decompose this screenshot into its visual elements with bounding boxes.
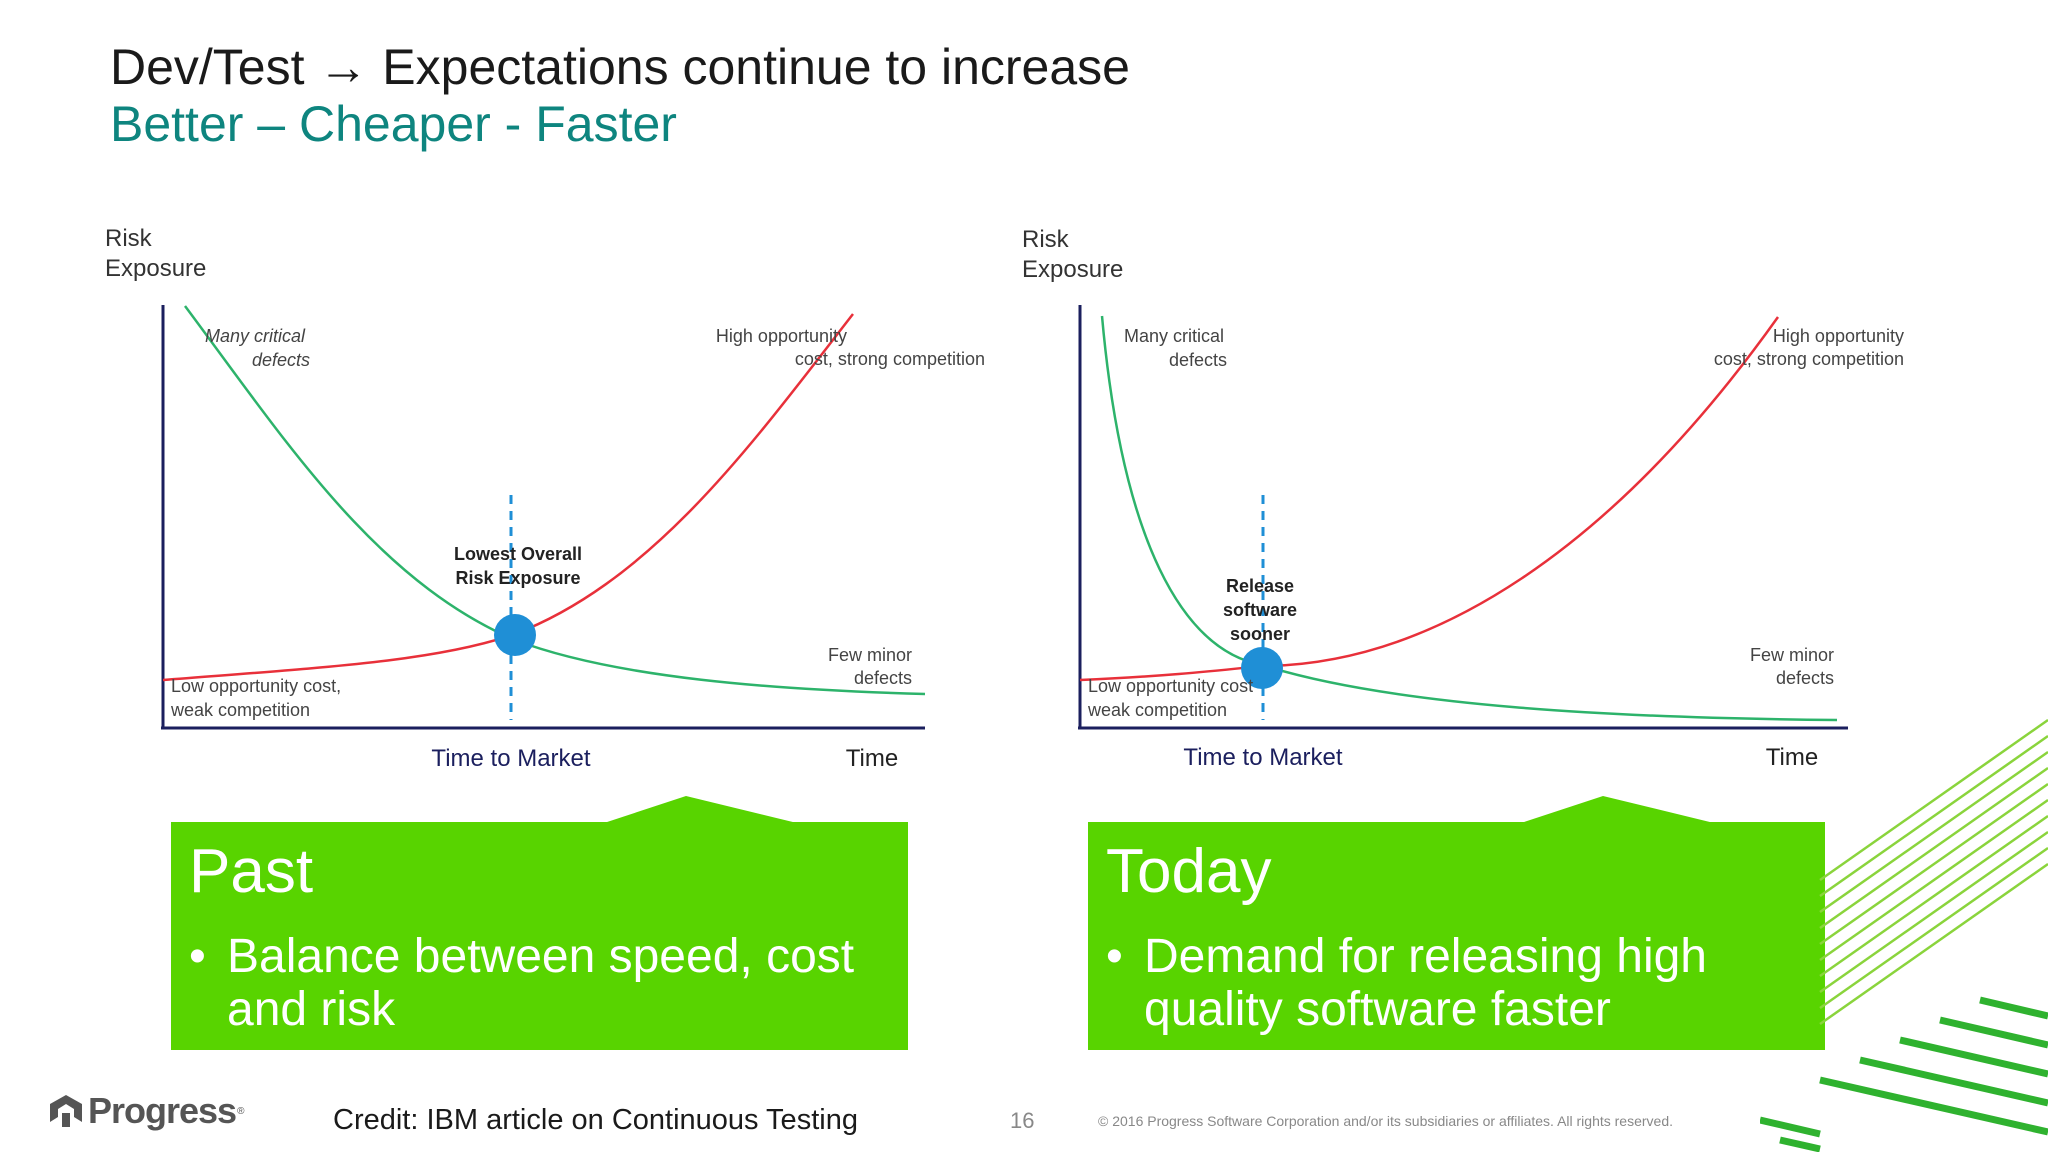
callout-today-title: Today <box>1106 837 1272 906</box>
annotation-center-2: software <box>1223 600 1297 620</box>
copyright-text: © 2016 Progress Software Corporation and… <box>1098 1113 1673 1129</box>
callout-past-bullet: • Balance between speed, cost and risk <box>189 930 887 1036</box>
bullet-dot: • <box>1106 930 1123 983</box>
annotation-few-minor-2: defects <box>854 668 912 688</box>
y-axis-label-line1: Risk <box>105 225 153 252</box>
callout-pointer <box>601 796 801 824</box>
annotation-high-opportunity-2: cost, strong competition <box>1714 349 1904 369</box>
progress-logo-icon <box>50 1095 82 1127</box>
x-axis-end-label: Time <box>846 745 898 772</box>
annotation-high-opportunity: High opportunity <box>1773 326 1904 346</box>
annotation-high-opportunity-2: cost, strong competition <box>795 349 985 369</box>
intersection-marker <box>494 614 536 656</box>
bullet-dot: • <box>189 930 206 983</box>
slide-subtitle: Better – Cheaper - Faster <box>110 96 677 152</box>
annotation-center-3: sooner <box>1230 624 1290 644</box>
risk-chart-past: Risk Exposure Many critical defects High… <box>95 210 995 790</box>
opportunity-cost-curve <box>1079 316 1780 682</box>
annotation-center-1: Lowest Overall <box>454 544 582 564</box>
y-axis-label-line1: Risk <box>1022 226 1070 253</box>
risk-chart-today: Risk Exposure Many critical defects High… <box>1012 210 1912 790</box>
annotation-weak-competition: weak competition <box>1087 700 1227 720</box>
annotation-center-1: Release <box>1226 576 1294 596</box>
intersection-marker <box>1241 647 1283 689</box>
annotation-few-minor-2: defects <box>1776 668 1834 688</box>
page-number: 16 <box>1010 1108 1035 1133</box>
annotation-many-critical-defects: Many critical <box>1124 326 1224 346</box>
annotation-low-opportunity: Low opportunity cost <box>1088 676 1253 696</box>
annotation-high-opportunity: High opportunity <box>716 326 847 346</box>
callout-today-bullet-text: Demand for releasing high quality softwa… <box>1144 930 1707 1036</box>
annotation-many-critical-defects-2: defects <box>1169 350 1227 370</box>
callout-past-title: Past <box>189 837 314 906</box>
annotation-center-2: Risk Exposure <box>455 568 580 588</box>
registered-mark: ® <box>237 1105 245 1117</box>
callout-pointer <box>1518 796 1718 824</box>
y-axis-label-line2: Exposure <box>105 255 206 282</box>
progress-logo: Progress ® <box>48 1090 244 1132</box>
annotation-few-minor: Few minor <box>828 645 912 665</box>
credit-text: Credit: IBM article on Continuous Testin… <box>333 1104 858 1136</box>
progress-logo-text: Progress <box>88 1090 237 1131</box>
slide-title: Dev/Test → Expectations continue to incr… <box>110 39 1130 95</box>
x-axis-label: Time to Market <box>1183 744 1342 771</box>
y-axis-label-line2: Exposure <box>1022 256 1123 283</box>
callout-past-bullet-text: Balance between speed, cost and risk <box>227 930 855 1036</box>
annotation-weak-competition: weak competition <box>170 700 310 720</box>
annotation-many-critical-defects: Many critical <box>205 326 306 346</box>
callout-today: Today • Demand for releasing high qualit… <box>1088 796 1825 1050</box>
callout-today-bullet: • Demand for releasing high quality soft… <box>1106 930 1774 1036</box>
annotation-low-opportunity: Low opportunity cost, <box>171 676 341 696</box>
x-axis-label: Time to Market <box>431 745 590 772</box>
annotation-few-minor: Few minor <box>1750 645 1834 665</box>
decorative-stripes <box>1759 700 2048 1157</box>
x-axis-end-label: Time <box>1766 744 1818 771</box>
callout-past: Past • Balance between speed, cost and r… <box>171 796 908 1050</box>
annotation-many-critical-defects-2: defects <box>252 350 310 370</box>
defect-risk-curve <box>1100 315 1838 722</box>
